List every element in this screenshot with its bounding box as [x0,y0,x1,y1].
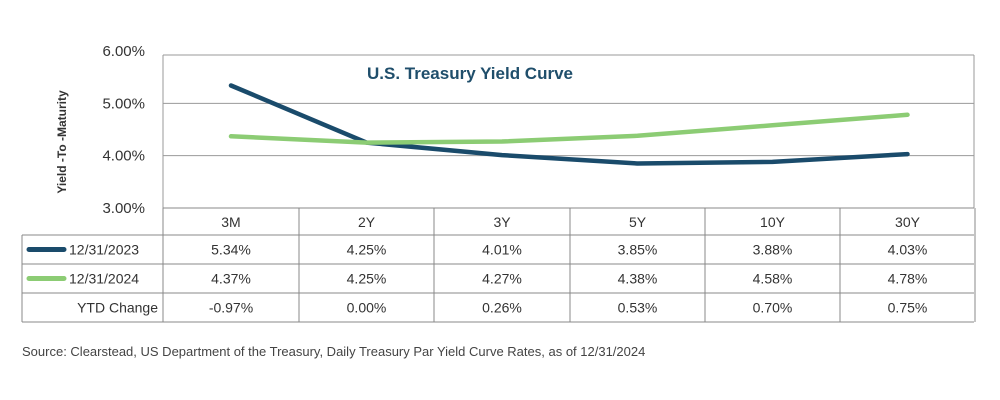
source-note: Source: Clearstead, US Department of the… [22,344,645,359]
data-label: 4.25% [347,271,387,287]
series-label: 12/31/2023 [69,242,139,258]
category-label: 30Y [895,214,921,230]
data-label: 4.37% [211,271,251,287]
y-axis: 6.00% 5.00% 4.00% 3.00% [102,43,145,217]
change-label: 0.53% [618,300,658,316]
gridlines [162,54,975,208]
data-label: 4.25% [347,242,387,258]
data-label: 5.34% [211,242,251,258]
data-label: 4.27% [482,271,522,287]
y-tick-label: 4.00% [102,148,145,165]
series-lines [228,83,910,166]
series-line-0 [228,83,910,166]
change-label: 0.00% [347,300,387,316]
series-label: 12/31/2024 [69,271,139,287]
change-label: 0.26% [482,300,522,316]
change-label: -0.97% [209,300,253,316]
data-label: 4.01% [482,242,522,258]
category-label: 5Y [629,214,647,230]
series-line-1 [228,112,910,145]
data-label: 4.78% [888,271,928,287]
category-label: 10Y [760,214,786,230]
y-axis-label: Yield -To -Maturity [55,90,69,194]
y-tick-label: 3.00% [102,200,145,217]
data-table: 3M 2Y 3Y 5Y 10Y 30Y 12/31/2023 5.34% 4.25% 4.01% 3… [21,207,976,323]
data-label: 3.85% [618,242,658,258]
row-label: YTD Change [77,300,158,316]
chart-title: U.S. Treasury Yield Curve [367,64,573,83]
data-label: 3.88% [753,242,793,258]
category-label: 3M [221,214,240,230]
data-label: 4.38% [618,271,658,287]
change-label: 0.70% [753,300,793,316]
y-tick-label: 5.00% [102,95,145,112]
data-label: 4.58% [753,271,793,287]
data-label: 4.03% [888,242,928,258]
y-tick-label: 6.00% [102,43,145,60]
change-label: 0.75% [888,300,928,316]
category-label: 3Y [493,214,511,230]
category-label: 2Y [358,214,376,230]
